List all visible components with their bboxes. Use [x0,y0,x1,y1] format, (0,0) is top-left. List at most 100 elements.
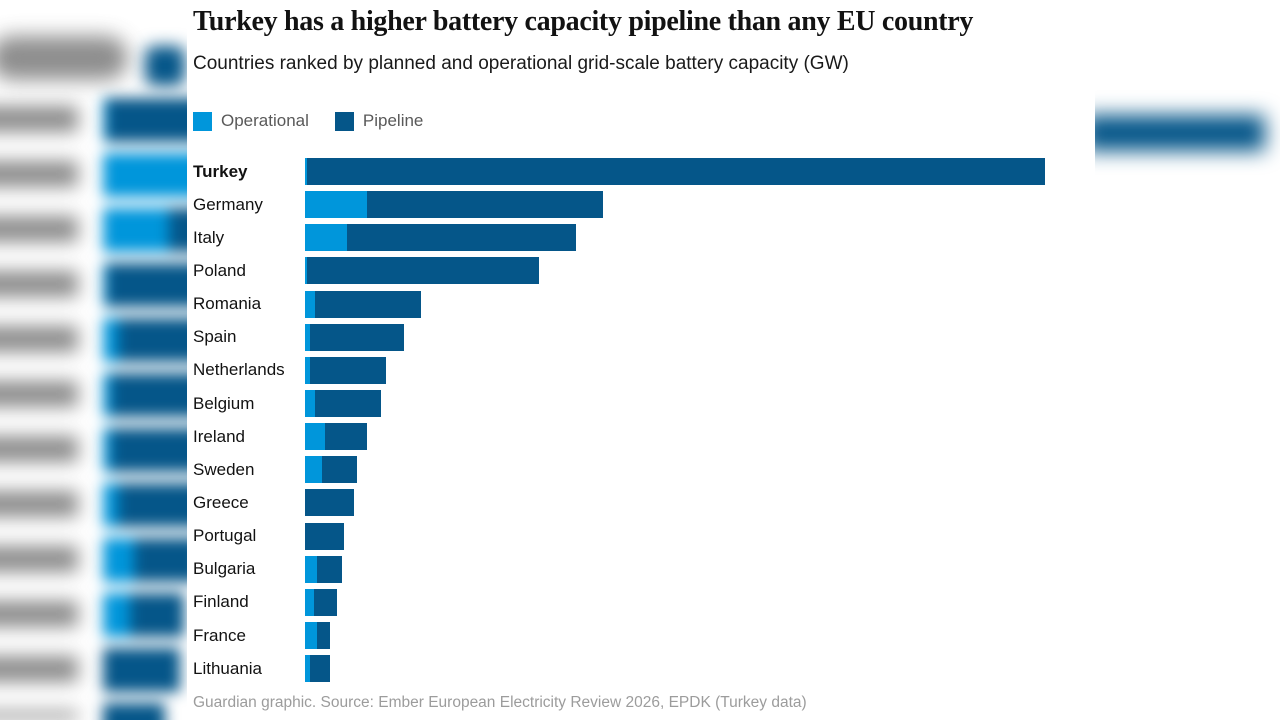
blurred-bar-row [103,263,187,307]
chart-row: Greece [193,486,1193,519]
country-label: Bulgaria [193,559,256,579]
chart-row: Lithuania [193,652,1193,685]
legend-label-operational: Operational [221,111,309,130]
pipeline-bar-segment [317,555,342,583]
operational-bar-segment [305,622,318,650]
blurred-bars [0,0,187,720]
stacked-bar [305,224,577,252]
chart-row: Sweden [193,453,1193,486]
pipeline-bar-segment [346,224,577,252]
blurred-swatch-blob [145,46,185,86]
pipeline-bar-segment [314,290,421,318]
pipeline-bar-segment [307,257,540,285]
blurred-text-blob [0,36,128,80]
chart-row: Netherlands [193,354,1193,387]
blurred-bar-row [103,593,185,637]
country-label: Poland [193,260,246,280]
country-label: Greece [193,492,249,512]
bar-chart: Turkey Germany Italy Poland Romania Spain Neth… [193,155,1193,685]
blurred-backdrop-left [0,0,187,720]
pipeline-bar-segment [324,423,367,451]
blurred-bar-row [103,538,187,582]
chart-row: Finland [193,586,1193,619]
source-note: Guardian graphic. Source: Ember European… [193,694,807,711]
country-label: Lithuania [193,658,263,678]
operational-swatch-icon [193,111,212,131]
country-label: Finland [193,592,249,612]
operational-bar-segment [305,588,314,616]
country-label: Portugal [193,526,257,546]
stacked-bar [305,489,355,517]
stacked-bar [305,555,342,583]
blurred-bar-row [103,648,181,692]
blurred-bar-row [103,98,187,142]
blurred-bar-row [103,208,187,252]
chart-row: Romania [193,288,1193,321]
chart-title: Turkey has a higher battery capacity pip… [193,6,974,37]
pipeline-bar-segment [305,489,355,517]
legend-label-pipeline: Pipeline [362,111,424,130]
operational-bar-segment [305,655,310,683]
pipeline-bar-segment [305,522,345,550]
pipeline-bar-segment [309,323,404,351]
chart-row: Spain [193,321,1193,354]
operational-bar-segment [305,390,315,418]
operational-bar-segment [305,191,367,219]
chart-row: Italy [193,221,1193,254]
operational-bar-segment [305,555,318,583]
stacked-bar [305,423,367,451]
legend-item-operational: Operational [193,111,309,131]
pipeline-bar-segment [307,158,1045,186]
pipeline-bar-segment [366,191,604,219]
legend-item-pipeline: Pipeline [334,111,424,131]
stacked-bar [305,323,404,351]
pipeline-bar-segment [313,588,338,616]
operational-bar-segment [305,224,347,252]
country-label: Ireland [193,426,245,446]
chart-subtitle: Countries ranked by planned and operatio… [193,53,849,74]
country-label: Spain [193,327,237,347]
pipeline-bar-segment [314,390,382,418]
chart-row: Turkey [193,155,1193,188]
blurred-bar-row [103,373,187,417]
chart-row: Ireland [193,420,1193,453]
pipeline-bar-segment [309,356,387,384]
blurred-bar-row [103,703,165,720]
operational-bar-segment [305,257,308,285]
chart-row: Poland [193,254,1193,287]
pipeline-bar-segment [322,456,357,484]
chart-row: Belgium [193,387,1193,420]
blurred-label-stripes [0,106,78,720]
country-label: France [193,625,246,645]
stacked-bar [305,257,540,285]
stacked-bar [305,522,345,550]
chart-row: Germany [193,188,1193,221]
stacked-bar [305,456,357,484]
operational-bar-segment [305,158,308,186]
blurred-bar-row [103,428,187,472]
pipeline-swatch-icon [334,111,354,131]
pipeline-bar-segment [309,655,330,683]
operational-bar-segment [305,456,323,484]
operational-bar-segment [305,290,315,318]
stacked-bar [305,390,382,418]
stacked-bar [305,158,1045,186]
country-label: Belgium [193,393,255,413]
operational-bar-segment [305,423,325,451]
stacked-bar [305,588,338,616]
chart-row: Bulgaria [193,553,1193,586]
blurred-bar-row [103,153,187,197]
operational-bar-segment [305,323,310,351]
stacked-bar [305,622,330,650]
chart-legend: Operational Pipeline [193,111,423,131]
stacked-bar [305,655,330,683]
blurred-turkey-bar-end [1095,115,1265,151]
blurred-bar-row [103,483,187,527]
stacked-bar [305,290,421,318]
stacked-bar [305,191,604,219]
chart-row: Portugal [193,520,1193,553]
pipeline-bar-segment [317,622,330,650]
country-label: Turkey [193,161,248,181]
